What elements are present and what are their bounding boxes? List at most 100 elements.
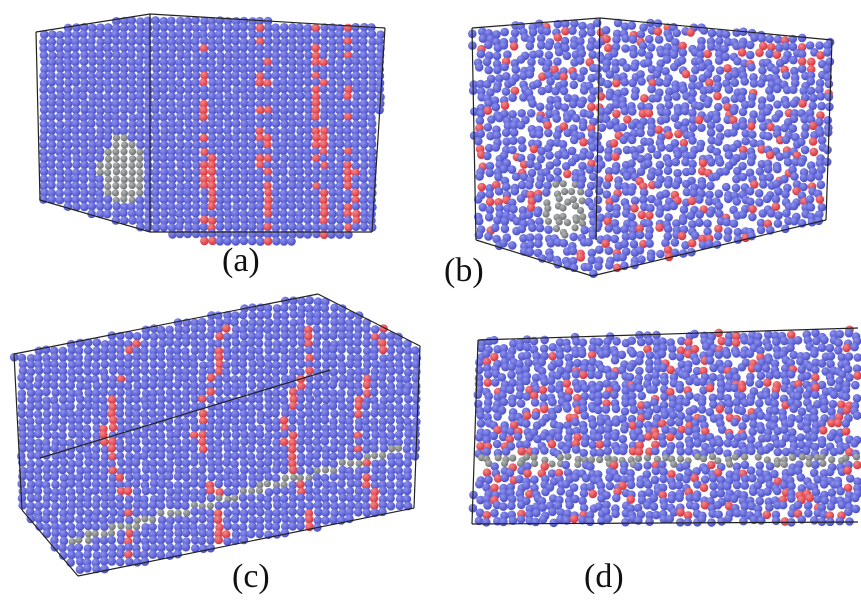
atom xyxy=(403,368,413,377)
atom xyxy=(589,269,598,279)
atom xyxy=(670,238,680,247)
atom xyxy=(272,431,282,440)
atom xyxy=(263,140,272,150)
atom xyxy=(677,336,686,346)
atom xyxy=(280,501,290,511)
atom xyxy=(207,167,217,176)
atom xyxy=(370,501,379,510)
atom xyxy=(758,174,768,183)
atom xyxy=(723,194,733,204)
atom xyxy=(327,216,337,225)
atom xyxy=(788,42,798,52)
atom xyxy=(55,78,65,87)
atom xyxy=(337,339,347,348)
atom xyxy=(387,487,396,497)
atom xyxy=(231,523,240,532)
atom xyxy=(64,112,73,122)
atom xyxy=(523,469,532,478)
atom xyxy=(151,71,161,81)
box-edge xyxy=(591,219,827,277)
atom xyxy=(574,455,582,463)
atom xyxy=(329,472,339,481)
atom xyxy=(571,202,580,210)
atom xyxy=(487,115,496,124)
atom xyxy=(523,342,532,352)
atom xyxy=(645,34,654,44)
atom xyxy=(79,71,88,81)
atom xyxy=(26,388,36,398)
atom xyxy=(296,174,305,184)
atom xyxy=(74,543,84,552)
atom xyxy=(239,85,248,95)
atom xyxy=(386,494,395,503)
atom xyxy=(343,167,353,177)
box-edge xyxy=(413,345,421,509)
atom xyxy=(39,85,48,94)
atom xyxy=(111,85,121,94)
atom xyxy=(75,536,83,544)
atom xyxy=(592,18,602,28)
atom xyxy=(311,140,321,150)
atom xyxy=(330,409,339,419)
atom xyxy=(813,400,822,409)
atom xyxy=(692,467,701,476)
atom xyxy=(548,412,557,421)
atom xyxy=(654,168,663,177)
atom xyxy=(568,246,578,256)
atom xyxy=(271,23,280,32)
atom xyxy=(773,84,782,94)
atom xyxy=(815,128,825,138)
atom xyxy=(501,87,511,96)
atom xyxy=(327,147,337,156)
atom xyxy=(542,188,551,197)
atom xyxy=(58,424,67,433)
atom xyxy=(34,429,43,439)
atom xyxy=(474,216,484,226)
atom xyxy=(80,78,89,88)
atom xyxy=(603,79,613,89)
atom xyxy=(200,71,209,80)
atom xyxy=(745,50,755,60)
atom xyxy=(47,58,57,67)
atom xyxy=(128,120,137,129)
atom xyxy=(198,339,207,349)
atom xyxy=(127,57,137,67)
atom xyxy=(256,415,266,425)
atom xyxy=(634,455,643,463)
atom xyxy=(767,43,776,52)
atom xyxy=(296,37,305,46)
atom xyxy=(192,161,201,170)
atom xyxy=(279,494,289,504)
atom xyxy=(642,470,652,479)
atom xyxy=(295,188,305,197)
atom xyxy=(120,182,128,190)
atom xyxy=(533,162,542,171)
atom xyxy=(595,144,605,154)
atom xyxy=(140,366,149,376)
atom xyxy=(167,147,176,157)
atom xyxy=(50,542,60,552)
atom xyxy=(156,501,166,510)
atom xyxy=(757,96,767,105)
atom xyxy=(223,168,233,177)
atom xyxy=(360,215,369,225)
atom xyxy=(709,363,718,373)
atom xyxy=(525,247,535,257)
atom xyxy=(239,57,248,67)
atom xyxy=(540,462,549,471)
atom xyxy=(232,51,241,60)
atom xyxy=(609,371,619,380)
atom xyxy=(303,153,313,163)
atom xyxy=(681,69,691,79)
atom xyxy=(712,114,721,124)
atom xyxy=(103,44,112,53)
atom xyxy=(264,188,273,197)
atom xyxy=(181,451,190,460)
atom xyxy=(362,445,371,454)
atom xyxy=(132,508,141,517)
atom xyxy=(403,472,412,481)
atom xyxy=(750,180,759,189)
atom xyxy=(527,168,537,178)
atom xyxy=(255,473,264,482)
atom xyxy=(698,377,708,386)
